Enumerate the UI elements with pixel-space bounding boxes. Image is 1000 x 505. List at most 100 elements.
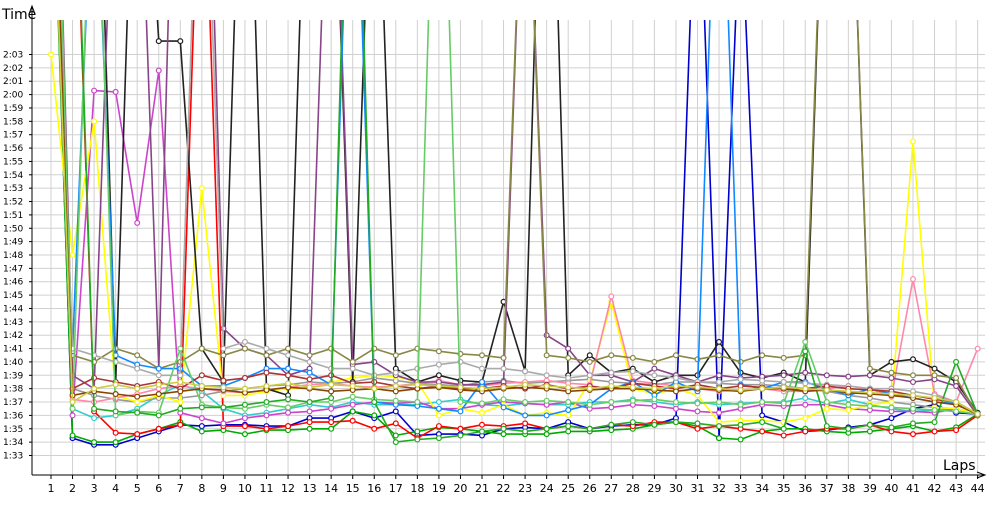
data-point [47,51,54,58]
data-point [414,428,421,435]
data-point [845,425,852,432]
x-tick-label: 11 [260,482,274,495]
y-tick-label: 1:50 [3,224,23,234]
data-point [155,425,162,432]
series-line [80,20,979,439]
data-point [716,378,723,385]
data-point [823,387,830,394]
data-point [241,431,248,438]
y-tick-label: 1:49 [3,238,23,248]
data-point [220,420,227,427]
data-point [134,365,141,372]
data-point [69,399,76,406]
data-point [198,392,205,399]
data-point [823,405,830,412]
x-tick-label: 8 [198,482,205,495]
data-point [435,435,442,442]
data-point [91,415,98,422]
data-point [241,345,248,352]
x-tick-label: 36 [798,482,812,495]
data-point [565,428,572,435]
x-tick-label: 44 [971,482,985,495]
data-point [392,432,399,439]
data-point [608,382,615,389]
data-point [306,419,313,426]
data-point [608,421,615,428]
data-point [198,345,205,352]
data-point [91,439,98,446]
data-point [802,369,809,376]
data-point [586,385,593,392]
data-point [435,348,442,355]
data-point [565,345,572,352]
data-point [306,425,313,432]
data-point [241,385,248,392]
data-point [198,185,205,192]
data-point [866,421,873,428]
data-point [694,420,701,427]
data-point [241,415,248,422]
data-point [177,345,184,352]
data-point [371,425,378,432]
data-point [802,338,809,345]
data-point [737,376,744,383]
data-point [285,365,292,372]
data-point [759,419,766,426]
data-point [716,352,723,359]
data-point [931,395,938,402]
data-point [134,409,141,416]
data-point [134,352,141,359]
data-point [306,384,313,391]
data-point [479,421,486,428]
data-point [608,293,615,300]
data-point [155,365,162,372]
data-point [565,374,572,381]
y-tick-label: 2:03 [3,51,23,61]
data-point [91,405,98,412]
data-point [500,384,507,391]
data-point [953,399,960,406]
data-point [328,425,335,432]
data-point [177,372,184,379]
x-tick-label: 35 [777,482,791,495]
data-point [909,420,916,427]
data-point [543,425,550,432]
data-point [716,423,723,430]
data-point [241,423,248,430]
data-point [716,435,723,442]
data-point [177,421,184,428]
x-tick-label: 27 [604,482,618,495]
x-tick-label: 2 [69,482,76,495]
series-line [61,20,978,417]
data-point [672,352,679,359]
data-point [802,380,809,387]
x-tick-label: 9 [220,482,227,495]
data-point [909,372,916,379]
data-point [500,354,507,361]
y-tick-label: 1:46 [3,278,23,288]
data-point [457,408,464,415]
data-point [651,396,658,403]
x-tick-label: 16 [367,482,381,495]
data-point [888,391,895,398]
data-point [780,354,787,361]
data-point [565,412,572,419]
x-tick-label: 24 [540,482,554,495]
data-point [866,403,873,410]
data-point [716,338,723,345]
data-point [414,381,421,388]
data-point [974,411,981,418]
data-point [823,423,830,430]
data-point [435,372,442,379]
x-tick-label: 17 [389,482,403,495]
data-point [931,365,938,372]
data-point [198,428,205,435]
y-tick-label: 1:40 [3,358,23,368]
data-point [392,420,399,427]
data-point [931,372,938,379]
data-point [802,415,809,422]
series-line [57,20,979,443]
data-point [608,369,615,376]
data-point [198,423,205,430]
